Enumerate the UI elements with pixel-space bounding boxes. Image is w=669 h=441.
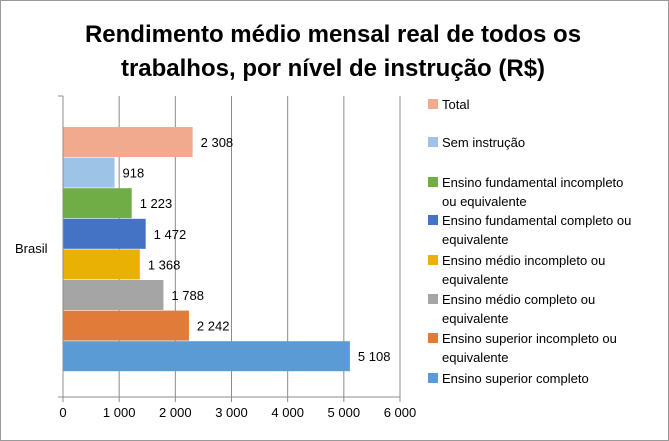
legend: Total Sem instrução Ensino fundamental inc…: [428, 97, 631, 386]
legend-label-6-line-1: equivalente: [442, 350, 509, 365]
axes: [58, 95, 401, 402]
legend-swatch-4: [428, 255, 438, 265]
bar-5: [63, 280, 164, 310]
bar-6: [63, 310, 189, 341]
legend-label-5-line-0: Ensino médio completo ou: [442, 292, 595, 307]
legend-swatch-1: [428, 137, 438, 147]
x-tick-label-4: 4 000: [271, 405, 304, 420]
x-tick-label-0: 0: [59, 405, 66, 420]
legend-label-2-line-1: ou equivalente: [442, 194, 527, 209]
data-label-1: 918: [123, 166, 145, 181]
legend-swatch-7: [428, 373, 438, 383]
legend-label-0-line-0: Total: [442, 97, 470, 112]
legend-label-6-line-0: Ensino superior incompleto ou: [442, 331, 617, 346]
bars: [63, 127, 350, 372]
x-tick-label-6: 6 000: [384, 405, 417, 420]
x-tick-label-2: 2 000: [159, 405, 192, 420]
x-tick-label-1: 1 000: [103, 405, 136, 420]
data-label-6: 2 242: [197, 319, 230, 334]
legend-swatch-2: [428, 177, 438, 187]
bar-0: [63, 127, 193, 157]
bar-3: [63, 218, 146, 249]
bar-1: [63, 157, 115, 188]
x-tick-labels: 0 1 000 2 000 3 000 4 000 5 000 6 000: [59, 405, 416, 420]
legend-swatch-5: [428, 294, 438, 304]
x-tick-label-5: 5 000: [328, 405, 361, 420]
legend-label-3-line-0: Ensino fundamental completo ou: [442, 213, 631, 228]
legend-label-1-line-0: Sem instrução: [442, 135, 525, 150]
legend-swatch-0: [428, 99, 438, 109]
data-label-0: 2 308: [201, 135, 234, 150]
bar-7: [63, 341, 350, 372]
data-labels: 2 308 918 1 223 1 472 1 368 1 788 2 242 5 108: [123, 135, 391, 364]
chart-title-line-2: trabalhos, por nível de instrução (R$): [121, 55, 545, 82]
data-label-3: 1 472: [154, 227, 187, 242]
bar-2: [63, 188, 132, 219]
chart-title-line-1: Rendimento médio mensal real de todos os: [85, 21, 581, 48]
x-tick-label-3: 3 000: [215, 405, 248, 420]
data-label-7: 5 108: [358, 349, 391, 364]
legend-label-4-line-1: equivalente: [442, 272, 509, 287]
legend-swatch-6: [428, 333, 438, 343]
data-label-2: 1 223: [140, 196, 173, 211]
legend-label-7-line-0: Ensino superior completo: [442, 371, 589, 386]
legend-swatch-3: [428, 215, 438, 225]
data-label-5: 1 788: [171, 288, 204, 303]
legend-label-3-line-1: equivalente: [442, 232, 509, 247]
category-label: Brasil: [15, 241, 48, 256]
chart-title: Rendimento médio mensal real de todos os…: [85, 21, 581, 82]
bar-4: [63, 249, 140, 280]
legend-label-5-line-1: equivalente: [442, 311, 509, 326]
legend-label-2-line-0: Ensino fundamental incompleto: [442, 175, 623, 190]
legend-label-4-line-0: Ensino médio incompleto ou: [442, 253, 605, 268]
data-label-4: 1 368: [148, 257, 181, 272]
